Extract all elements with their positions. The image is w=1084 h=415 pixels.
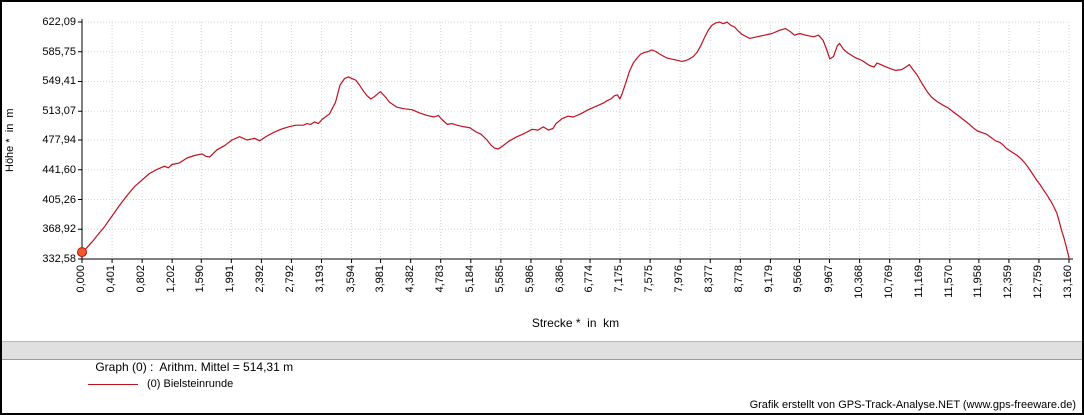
x-tick-label: 13,160 bbox=[1062, 265, 1074, 299]
x-tick-label: 3,981 bbox=[373, 265, 386, 293]
x-tick-label: 4,382 bbox=[403, 265, 416, 293]
x-tick-label: 9,967 bbox=[822, 265, 835, 293]
x-axis-title: Strecke * in km bbox=[531, 316, 620, 330]
x-tick-label: 9,179 bbox=[763, 265, 776, 293]
x-tick-label: 7,175 bbox=[613, 265, 626, 293]
x-tick-label: 10,769 bbox=[882, 265, 895, 299]
x-tick-label: 8,377 bbox=[703, 265, 716, 293]
start-point-marker bbox=[77, 247, 87, 258]
y-tick-label: 513,07 bbox=[42, 105, 76, 118]
y-tick-label: 549,41 bbox=[42, 75, 76, 88]
y-tick-label: 368,92 bbox=[42, 223, 76, 236]
x-tick-label: 2,792 bbox=[284, 265, 297, 293]
x-tick-label: 11,169 bbox=[912, 265, 925, 298]
x-tick-label: 5,585 bbox=[493, 265, 506, 293]
x-tick-label: 0,802 bbox=[135, 265, 148, 293]
x-tick-label: 6,386 bbox=[553, 265, 566, 293]
y-tick-label: 405,26 bbox=[42, 193, 76, 206]
x-tick-label: 9,566 bbox=[792, 265, 805, 293]
x-tick-label: 12,759 bbox=[1031, 265, 1044, 299]
x-tick-label: 5,986 bbox=[523, 265, 536, 293]
x-tick-label: 10,368 bbox=[852, 265, 865, 299]
x-tick-label: 3,193 bbox=[314, 265, 327, 293]
x-tick-label: 11,570 bbox=[942, 265, 955, 298]
y-tick-label: 332,58 bbox=[42, 253, 76, 265]
elevation-profile-plot bbox=[77, 19, 1073, 263]
y-tick-label: 585,75 bbox=[42, 45, 76, 58]
x-tick-label: 8,778 bbox=[733, 265, 746, 293]
x-tick-label: 5,184 bbox=[463, 265, 476, 293]
x-tick-label: 1,991 bbox=[224, 265, 237, 293]
legend-label: (0) Bielsteinrunde bbox=[147, 378, 234, 390]
legend-line-swatch bbox=[88, 383, 138, 385]
y-axis-title: Höhe * in m bbox=[4, 108, 16, 173]
x-tick-label: 4,783 bbox=[433, 265, 446, 293]
x-tick-label: 3,594 bbox=[344, 265, 357, 293]
y-tick-label: 441,60 bbox=[42, 163, 76, 176]
info-bar-text: Graph (0) : Arithm. Mittel = 514,31 m bbox=[95, 360, 294, 374]
elevation-line bbox=[81, 21, 1070, 259]
legend: (0) Bielsteinrunde bbox=[88, 376, 233, 392]
y-tick-label: 477,94 bbox=[42, 134, 76, 146]
x-tick-label: 12,359 bbox=[1001, 265, 1014, 299]
x-tick-label: 11,958 bbox=[971, 265, 984, 298]
x-tick-label: 1,590 bbox=[194, 265, 207, 293]
y-tick-label: 622,09 bbox=[42, 16, 76, 28]
x-tick-label: 7,976 bbox=[673, 265, 686, 293]
x-tick-label: 6,774 bbox=[583, 265, 596, 293]
x-tick-label: 2,392 bbox=[254, 265, 267, 293]
x-tick-label: 0,000 bbox=[75, 265, 87, 293]
info-bar: Graph (0) : Arithm. Mittel = 514,31 m bbox=[2, 341, 1082, 374]
x-tick-label: 1,202 bbox=[165, 265, 178, 293]
x-tick-label: 7,575 bbox=[643, 265, 656, 293]
x-tick-label: 0,401 bbox=[105, 265, 118, 293]
footer-credit: Grafik erstellt von GPS-Track-Analyse.NE… bbox=[749, 399, 1076, 411]
